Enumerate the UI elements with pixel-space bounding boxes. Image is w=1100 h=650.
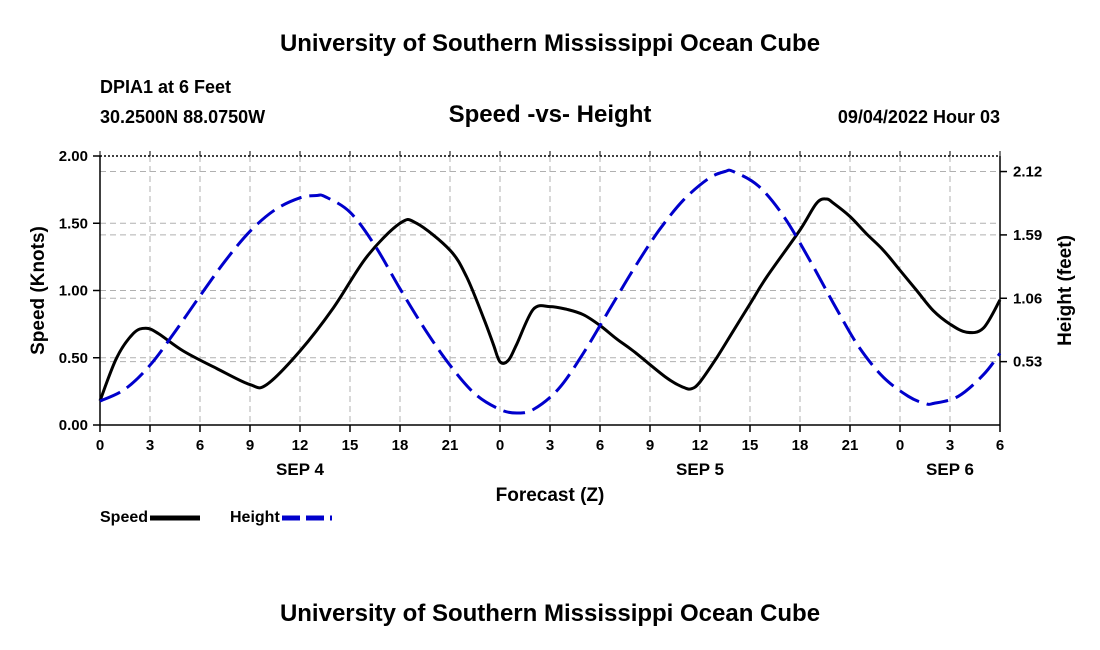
y-axis-title: Speed (Knots) bbox=[28, 226, 49, 355]
x-tick-label: 3 bbox=[946, 437, 954, 454]
legend-speed-swatch bbox=[150, 515, 201, 521]
legend-speed-label: Speed bbox=[100, 509, 149, 526]
page-title: University of Southern Mississippi Ocean… bbox=[279, 30, 821, 57]
chart-subtitle: Speed -vs- Height bbox=[448, 101, 652, 128]
x-tick-label: 15 bbox=[742, 437, 759, 454]
y-tick-label: 2.00 bbox=[59, 148, 88, 165]
y2-tick-label: 0.53 bbox=[1013, 354, 1042, 371]
legend-height-label: Height bbox=[230, 509, 280, 526]
series-line-height bbox=[99, 168, 1002, 415]
date-label: SEP 6 bbox=[926, 460, 974, 479]
forecast-datetime: 09/04/2022 Hour 03 bbox=[837, 107, 1000, 127]
x-tick-label: 0 bbox=[96, 437, 104, 454]
x-tick-label: 12 bbox=[692, 437, 709, 454]
y2-axis-title: Height (feet) bbox=[1055, 235, 1076, 346]
date-label: SEP 5 bbox=[676, 460, 724, 479]
series-line-speed bbox=[98, 197, 1002, 402]
y-tick-label: 1.00 bbox=[59, 283, 88, 300]
y-tick-label: 0.00 bbox=[59, 417, 88, 434]
x-tick-label: 18 bbox=[792, 437, 809, 454]
station-coordinates: 30.2500N 88.0750W bbox=[100, 107, 266, 127]
x-tick-label: 15 bbox=[342, 437, 359, 454]
x-tick-label: 3 bbox=[146, 437, 154, 454]
x-axis-title: Forecast (Z) bbox=[496, 485, 605, 506]
y2-tick-label: 2.12 bbox=[1013, 164, 1042, 181]
x-tick-label: 6 bbox=[596, 437, 604, 454]
legend-speed: Speed bbox=[100, 509, 202, 527]
x-tick-label: 6 bbox=[996, 437, 1004, 454]
x-tick-label: 18 bbox=[392, 437, 409, 454]
station-name: DPIA1 at 6 Feet bbox=[100, 77, 232, 97]
y2-tick-label: 1.06 bbox=[1013, 290, 1042, 307]
y2-tick-label: 1.59 bbox=[1013, 227, 1042, 244]
date-label: SEP 4 bbox=[276, 460, 324, 479]
y-tick-label: 0.50 bbox=[59, 350, 88, 367]
footer-title: University of Southern Mississippi Ocean… bbox=[279, 600, 821, 627]
x-tick-label: 0 bbox=[896, 437, 904, 454]
x-tick-label: 12 bbox=[292, 437, 309, 454]
legend-height-swatch bbox=[281, 515, 332, 521]
x-tick-label: 9 bbox=[246, 437, 254, 454]
x-tick-label: 9 bbox=[646, 437, 654, 454]
x-tick-label: 3 bbox=[546, 437, 554, 454]
y-tick-label: 1.50 bbox=[59, 215, 88, 232]
x-tick-label: 21 bbox=[842, 437, 859, 454]
x-tick-label: 21 bbox=[442, 437, 459, 454]
legend-height: Height bbox=[230, 509, 334, 527]
x-tick-label: 6 bbox=[196, 437, 204, 454]
x-tick-label: 0 bbox=[496, 437, 504, 454]
